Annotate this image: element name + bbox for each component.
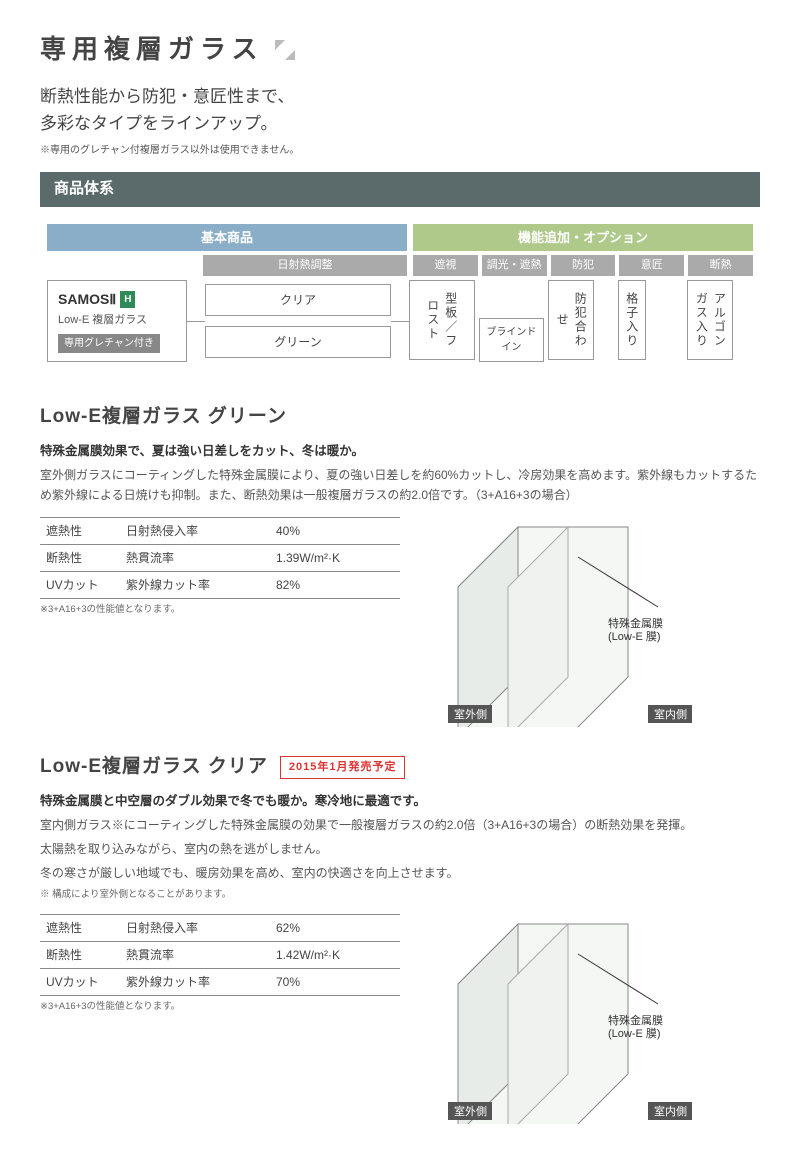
page-title: 専用複層ガラス [40, 30, 760, 69]
sec1-desc: 室外側ガラスにコーティングした特殊金属膜により、夏の強い日差しを約60%カットし… [40, 465, 760, 506]
release-badge: 2015年1月発売予定 [280, 756, 406, 779]
ins-hdr: 断熱 [688, 255, 753, 276]
samos-badge: H [120, 291, 135, 308]
sec2-title-text: Low-E複層ガラス クリア [40, 753, 268, 782]
swirl-icon [271, 36, 299, 64]
blind-box: ブラインドイン [479, 318, 545, 362]
sec1-title: Low-E複層ガラス グリーン [40, 403, 760, 432]
samos-box: SAMOSⅡ H Low-E 複層ガラス 専用グレチャン付き [47, 280, 187, 363]
sec1-title-text: Low-E複層ガラス グリーン [40, 403, 287, 432]
lead-line1: 断熱性能から防犯・意匠性まで、 [40, 87, 294, 106]
clear-box: クリア [205, 284, 391, 316]
sec2-desc1: 室内側ガラス※にコーティングした特殊金属膜の効果で一般複層ガラスの約2.0倍（3… [40, 815, 760, 835]
table-row: 遮熱性日射熱侵入率62% [40, 915, 400, 942]
page-title-text: 専用複層ガラス [40, 30, 263, 69]
lead-line2: 多彩なタイプをラインアップ。 [40, 114, 278, 133]
sec1-foot: ※3+A16+3の性能値となります。 [40, 603, 400, 617]
table-row: 断熱性熱貫流率1.42W/m²·K [40, 942, 400, 969]
sec2-lead: 特殊金属膜と中空層のダブル効果で冬でも暖か。寒冷地に最適です。 [40, 792, 760, 811]
sec2-desc-note: ※ 構成により室外側となることがあります。 [40, 888, 760, 902]
sec2-desc2: 太陽熱を取り込みながら、室内の熱を逃がしません。 [40, 839, 760, 859]
sec-hdr: 防犯 [551, 255, 616, 276]
sec1-lead: 特殊金属膜効果で、夏は強い日差しをカット、冬は暖か。 [40, 442, 760, 461]
table-row: UVカット紫外線カット率82% [40, 572, 400, 599]
sec2-foot: ※3+A16+3の性能値となります。 [40, 1000, 400, 1014]
glass-diagram-2: 特殊金属膜(Low-E 膜) 室外側 室内側 [418, 914, 708, 1124]
sec2-desc3: 冬の寒さが厳しい地域でも、暖房効果を高め、室内の快適さを向上させます。 [40, 863, 760, 883]
coat-label2: 特殊金属膜(Low-E 膜) [608, 1013, 663, 1040]
frost-box: 型板／フロスト [409, 280, 475, 360]
coat-label1: 特殊金属膜(Low-E 膜) [608, 616, 663, 643]
svg-text:室内側: 室内側 [654, 707, 687, 721]
basic-header: 基本商品 [47, 224, 407, 252]
ins-box: アルゴンガス入り [687, 280, 733, 360]
product-diagram: 基本商品 機能追加・オプション 日射熱調整 遮視 調光・遮熱 防犯 意匠 断熱 … [40, 213, 760, 378]
design-box: 格子入り [618, 280, 646, 360]
glass-diagram-1: 特殊金属膜(Low-E 膜) 室外側 室内側 [418, 517, 708, 727]
design-hdr: 意匠 [619, 255, 684, 276]
table-row: 遮熱性日射熱侵入率40% [40, 518, 400, 545]
samos-chan: 専用グレチャン付き [58, 334, 160, 353]
lead-text: 断熱性能から防犯・意匠性まで、 多彩なタイプをラインアップ。 [40, 83, 760, 137]
light-hdr: 調光・遮熱 [482, 255, 547, 276]
samos-title: SAMOSⅡ [58, 289, 116, 310]
opt-header: 機能追加・オプション [413, 224, 753, 252]
table-row: UVカット紫外線カット率70% [40, 969, 400, 996]
frost-hdr: 遮視 [413, 255, 478, 276]
sec-box: 防犯合わせ [548, 280, 594, 360]
samos-sub: Low-E 複層ガラス [58, 312, 176, 329]
sec2-table: 遮熱性日射熱侵入率62% 断熱性熱貫流率1.42W/m²·K UVカット紫外線カ… [40, 914, 400, 996]
system-heading: 商品体系 [40, 172, 760, 207]
svg-text:室外側: 室外側 [454, 1104, 487, 1118]
lead-note: ※専用のグレチャン付複層ガラス以外は使用できません。 [40, 143, 760, 158]
svg-text:室内側: 室内側 [654, 1104, 687, 1118]
sec1-table: 遮熱性日射熱侵入率40% 断熱性熱貫流率1.39W/m²·K UVカット紫外線カ… [40, 517, 400, 599]
sec2-title: Low-E複層ガラス クリア 2015年1月発売予定 [40, 753, 760, 782]
green-box: グリーン [205, 326, 391, 358]
table-row: 断熱性熱貫流率1.39W/m²·K [40, 545, 400, 572]
svg-text:室外側: 室外側 [454, 707, 487, 721]
sub-adjust: 日射熱調整 [203, 255, 407, 276]
